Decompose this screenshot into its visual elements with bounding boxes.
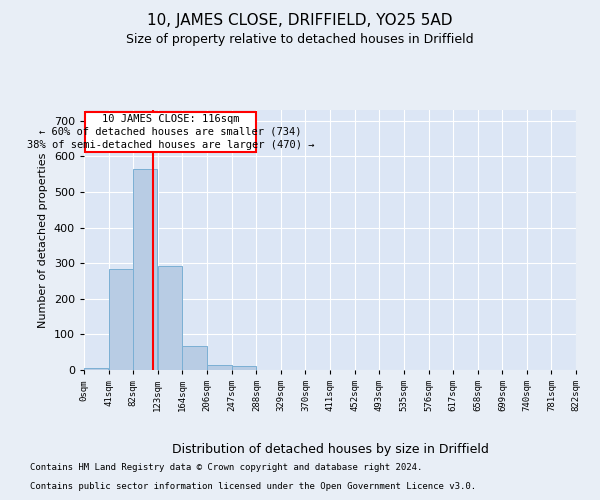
Bar <box>182 346 206 370</box>
FancyBboxPatch shape <box>85 112 256 152</box>
Bar <box>158 266 182 370</box>
Text: Contains HM Land Registry data © Crown copyright and database right 2024.: Contains HM Land Registry data © Crown c… <box>30 464 422 472</box>
Bar <box>232 366 256 370</box>
Bar <box>133 170 157 370</box>
Text: Distribution of detached houses by size in Driffield: Distribution of detached houses by size … <box>172 442 488 456</box>
Bar <box>208 365 232 370</box>
Y-axis label: Number of detached properties: Number of detached properties <box>38 152 48 328</box>
Text: 10 JAMES CLOSE: 116sqm: 10 JAMES CLOSE: 116sqm <box>102 114 239 124</box>
Text: Size of property relative to detached houses in Driffield: Size of property relative to detached ho… <box>126 32 474 46</box>
Text: Contains public sector information licensed under the Open Government Licence v3: Contains public sector information licen… <box>30 482 476 491</box>
Text: ← 60% of detached houses are smaller (734): ← 60% of detached houses are smaller (73… <box>39 127 302 137</box>
Bar <box>84 368 109 370</box>
Text: 38% of semi-detached houses are larger (470) →: 38% of semi-detached houses are larger (… <box>27 140 314 150</box>
Bar <box>109 269 133 370</box>
Text: 10, JAMES CLOSE, DRIFFIELD, YO25 5AD: 10, JAMES CLOSE, DRIFFIELD, YO25 5AD <box>147 12 453 28</box>
